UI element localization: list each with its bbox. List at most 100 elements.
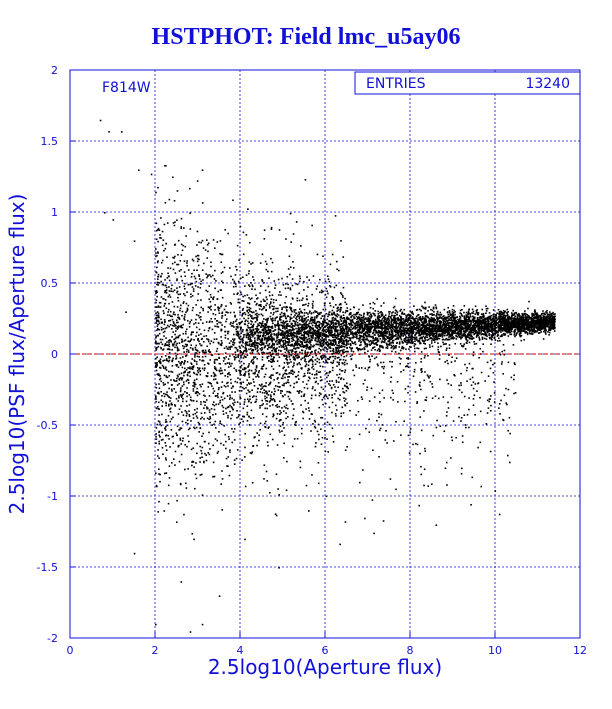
data-point (349, 337, 351, 340)
data-point (495, 330, 497, 332)
data-point (474, 330, 476, 332)
data-point (345, 344, 348, 346)
data-point (417, 328, 420, 330)
data-point (383, 338, 386, 340)
data-point (513, 320, 515, 323)
data-point (298, 311, 300, 313)
data-point (398, 318, 400, 321)
data-point (482, 330, 485, 332)
data-point (468, 333, 471, 336)
data-point (491, 331, 493, 333)
data-point (434, 326, 436, 329)
data-point (401, 311, 404, 314)
data-point (355, 313, 358, 315)
data-point (530, 321, 533, 324)
data-point (332, 321, 334, 323)
data-point (423, 307, 426, 310)
data-point (543, 313, 546, 316)
data-point (547, 326, 550, 328)
data-point (534, 315, 536, 318)
data-point (359, 337, 361, 339)
data-point (280, 334, 282, 337)
data-point (296, 333, 298, 335)
data-point (553, 330, 556, 332)
data-point (498, 337, 500, 340)
data-point (400, 331, 403, 333)
data-point (323, 316, 326, 318)
data-point (242, 336, 245, 338)
data-point (387, 320, 390, 323)
data-point (371, 315, 373, 317)
data-point (258, 338, 261, 341)
data-point (481, 326, 483, 328)
data-point (438, 337, 441, 340)
data-point (336, 325, 339, 328)
data-point (484, 333, 486, 336)
data-point (316, 343, 319, 346)
data-point (529, 329, 532, 332)
data-point (391, 330, 393, 333)
data-point (373, 302, 376, 305)
data-point (446, 338, 449, 341)
data-point (509, 323, 511, 326)
data-point (521, 325, 524, 327)
data-point (521, 330, 523, 333)
data-point (554, 315, 556, 318)
data-point (388, 330, 390, 333)
data-point (241, 320, 243, 323)
data-point (298, 332, 300, 335)
data-point (549, 316, 551, 319)
data-point (388, 339, 391, 342)
data-point (413, 321, 416, 323)
data-point (546, 315, 549, 318)
data-point (367, 317, 370, 319)
data-point (463, 332, 466, 335)
data-point (544, 321, 546, 324)
data-point (432, 324, 435, 326)
data-point (348, 324, 351, 326)
data-point (325, 342, 327, 345)
data-point (248, 340, 251, 343)
data-point (488, 329, 491, 332)
data-point (421, 315, 424, 318)
data-point (389, 336, 392, 338)
data-point (398, 343, 401, 345)
data-point (423, 328, 425, 331)
data-point (386, 318, 389, 321)
data-point (379, 323, 382, 325)
data-point (232, 325, 234, 327)
data-point (423, 324, 426, 327)
data-point (290, 335, 293, 338)
data-point (490, 321, 492, 323)
data-point (513, 319, 515, 321)
data-point (336, 331, 339, 333)
data-point (468, 341, 471, 344)
data-point (480, 331, 482, 333)
data-point (375, 326, 377, 328)
data-point (452, 325, 454, 327)
data-point (350, 326, 352, 328)
data-point (274, 328, 277, 331)
data-point (380, 305, 383, 307)
data-point (484, 321, 487, 324)
data-point (511, 316, 513, 318)
data-point (360, 335, 362, 338)
data-point (283, 323, 285, 325)
data-point (399, 349, 402, 352)
data-point (397, 319, 399, 322)
data-point (285, 332, 287, 334)
data-point (363, 341, 366, 343)
data-point (448, 326, 450, 329)
data-point (362, 304, 364, 306)
data-point (261, 358, 264, 361)
data-point (400, 326, 403, 328)
data-point (442, 341, 444, 344)
data-point (506, 312, 508, 314)
data-point (461, 322, 463, 325)
data-point (400, 316, 403, 318)
data-point (366, 337, 368, 339)
data-point (435, 334, 437, 337)
data-point (329, 339, 332, 342)
data-point (469, 320, 471, 323)
data-point (293, 311, 296, 313)
